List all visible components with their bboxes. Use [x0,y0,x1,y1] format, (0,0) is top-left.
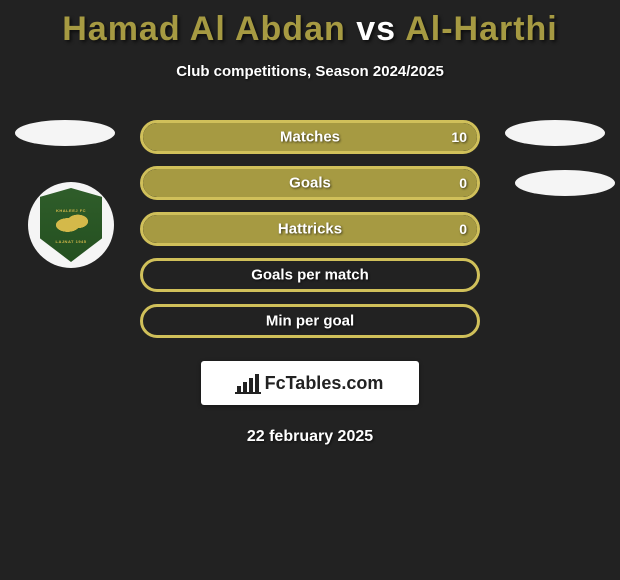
club-badge: KHALEEJ FC LAJNAT 1945 [28,182,114,268]
stat-right-value: 10 [451,129,467,145]
right-player-column [500,120,610,196]
title-segment: vs [346,10,405,48]
title-segment: Hamad Al Abdan [62,10,346,48]
stat-right-value: 0 [459,221,467,237]
title-segment: Al-Harthi [405,10,558,48]
stat-label: Goals [289,175,331,192]
generated-date: 22 february 2025 [0,428,620,446]
brand-name: FcTables.com [265,373,384,394]
club-badge-placeholder [515,170,615,196]
player-photo-placeholder [505,120,605,146]
stat-label: Min per goal [266,313,354,330]
stat-bar: Hattricks 0 [140,212,480,246]
bar-chart-icon [237,374,259,392]
stat-right-value: 0 [459,175,467,191]
brand-watermark: FcTables.com [201,361,419,405]
player-photo-placeholder [15,120,115,146]
stat-label: Matches [280,129,340,146]
stat-bar: Goals 0 [140,166,480,200]
stat-bar: Min per goal [140,304,480,338]
club-badge-bird-icon [54,213,88,237]
stat-bar: Matches 10 [140,120,480,154]
stat-bar: Goals per match [140,258,480,292]
club-badge-bottom-text: LAJNAT 1945 [56,239,87,244]
stat-label: Hattricks [278,221,342,238]
left-player-column: KHALEEJ FC LAJNAT 1945 [10,120,120,268]
stats-column: Matches 10 Goals 0 Hattricks 0 Goals per match… [140,120,480,350]
page-title: Hamad Al Abdan vs Al-Harthi [0,0,620,49]
stat-label: Goals per match [251,267,369,284]
subtitle: Club competitions, Season 2024/2025 [0,63,620,80]
club-badge-shield: KHALEEJ FC LAJNAT 1945 [40,188,102,262]
